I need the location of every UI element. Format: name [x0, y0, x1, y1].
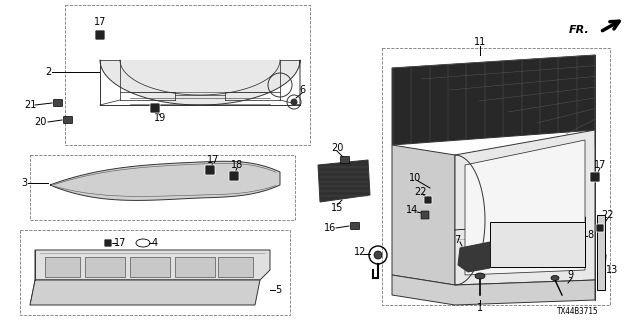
Text: 14: 14 — [406, 205, 418, 215]
Polygon shape — [318, 160, 370, 202]
Bar — [130, 257, 170, 277]
Text: 10: 10 — [409, 173, 421, 183]
Polygon shape — [30, 280, 260, 305]
Text: 2: 2 — [45, 67, 51, 77]
Text: 19: 19 — [154, 113, 166, 123]
Polygon shape — [35, 250, 270, 280]
Circle shape — [374, 251, 382, 259]
FancyBboxPatch shape — [229, 171, 239, 181]
Bar — [65, 5, 310, 145]
Text: 5: 5 — [275, 285, 281, 295]
Text: TX44B3715: TX44B3715 — [557, 308, 599, 316]
FancyBboxPatch shape — [63, 116, 72, 124]
Text: 22: 22 — [413, 187, 426, 197]
Text: 8: 8 — [587, 230, 593, 240]
Text: 13: 13 — [606, 265, 618, 275]
Polygon shape — [465, 140, 585, 275]
FancyBboxPatch shape — [95, 30, 105, 40]
Bar — [45, 257, 80, 277]
Text: 6: 6 — [299, 85, 305, 95]
Ellipse shape — [551, 276, 559, 281]
FancyBboxPatch shape — [590, 172, 600, 182]
Polygon shape — [392, 275, 595, 305]
FancyBboxPatch shape — [351, 222, 360, 229]
Polygon shape — [100, 60, 300, 105]
Text: 11: 11 — [474, 37, 486, 47]
Text: 15: 15 — [331, 203, 343, 213]
Text: 16: 16 — [324, 223, 336, 233]
FancyBboxPatch shape — [424, 196, 432, 204]
Text: 22: 22 — [602, 210, 614, 220]
Text: 7: 7 — [454, 235, 460, 245]
Bar — [175, 257, 215, 277]
Text: FR.: FR. — [569, 25, 590, 35]
Bar — [382, 48, 610, 305]
Text: 1: 1 — [477, 303, 483, 313]
Text: 17: 17 — [207, 155, 219, 165]
Text: 20: 20 — [331, 143, 343, 153]
FancyBboxPatch shape — [104, 239, 112, 247]
Bar — [85, 257, 125, 277]
FancyBboxPatch shape — [205, 165, 215, 175]
Polygon shape — [392, 55, 595, 145]
Bar — [20, 230, 290, 315]
FancyBboxPatch shape — [596, 224, 604, 232]
Ellipse shape — [475, 273, 485, 279]
Text: 20: 20 — [34, 117, 46, 127]
Polygon shape — [455, 130, 595, 285]
Bar — [218, 257, 253, 277]
Text: 21: 21 — [24, 100, 36, 110]
Text: 18: 18 — [231, 160, 243, 170]
Bar — [30, 155, 295, 220]
Text: 17: 17 — [94, 17, 106, 27]
FancyBboxPatch shape — [340, 156, 349, 164]
FancyBboxPatch shape — [421, 211, 429, 219]
Polygon shape — [458, 242, 490, 272]
Text: 17: 17 — [594, 160, 606, 170]
FancyBboxPatch shape — [54, 100, 63, 107]
Text: 3: 3 — [21, 178, 27, 188]
Bar — [597, 215, 605, 290]
Polygon shape — [392, 145, 455, 285]
Text: 12: 12 — [354, 247, 366, 257]
Text: 17: 17 — [114, 238, 126, 248]
Bar — [490, 222, 585, 267]
Text: 4: 4 — [152, 238, 158, 248]
Circle shape — [291, 99, 297, 105]
Text: 9: 9 — [567, 270, 573, 280]
FancyBboxPatch shape — [150, 103, 160, 113]
Polygon shape — [50, 161, 280, 200]
